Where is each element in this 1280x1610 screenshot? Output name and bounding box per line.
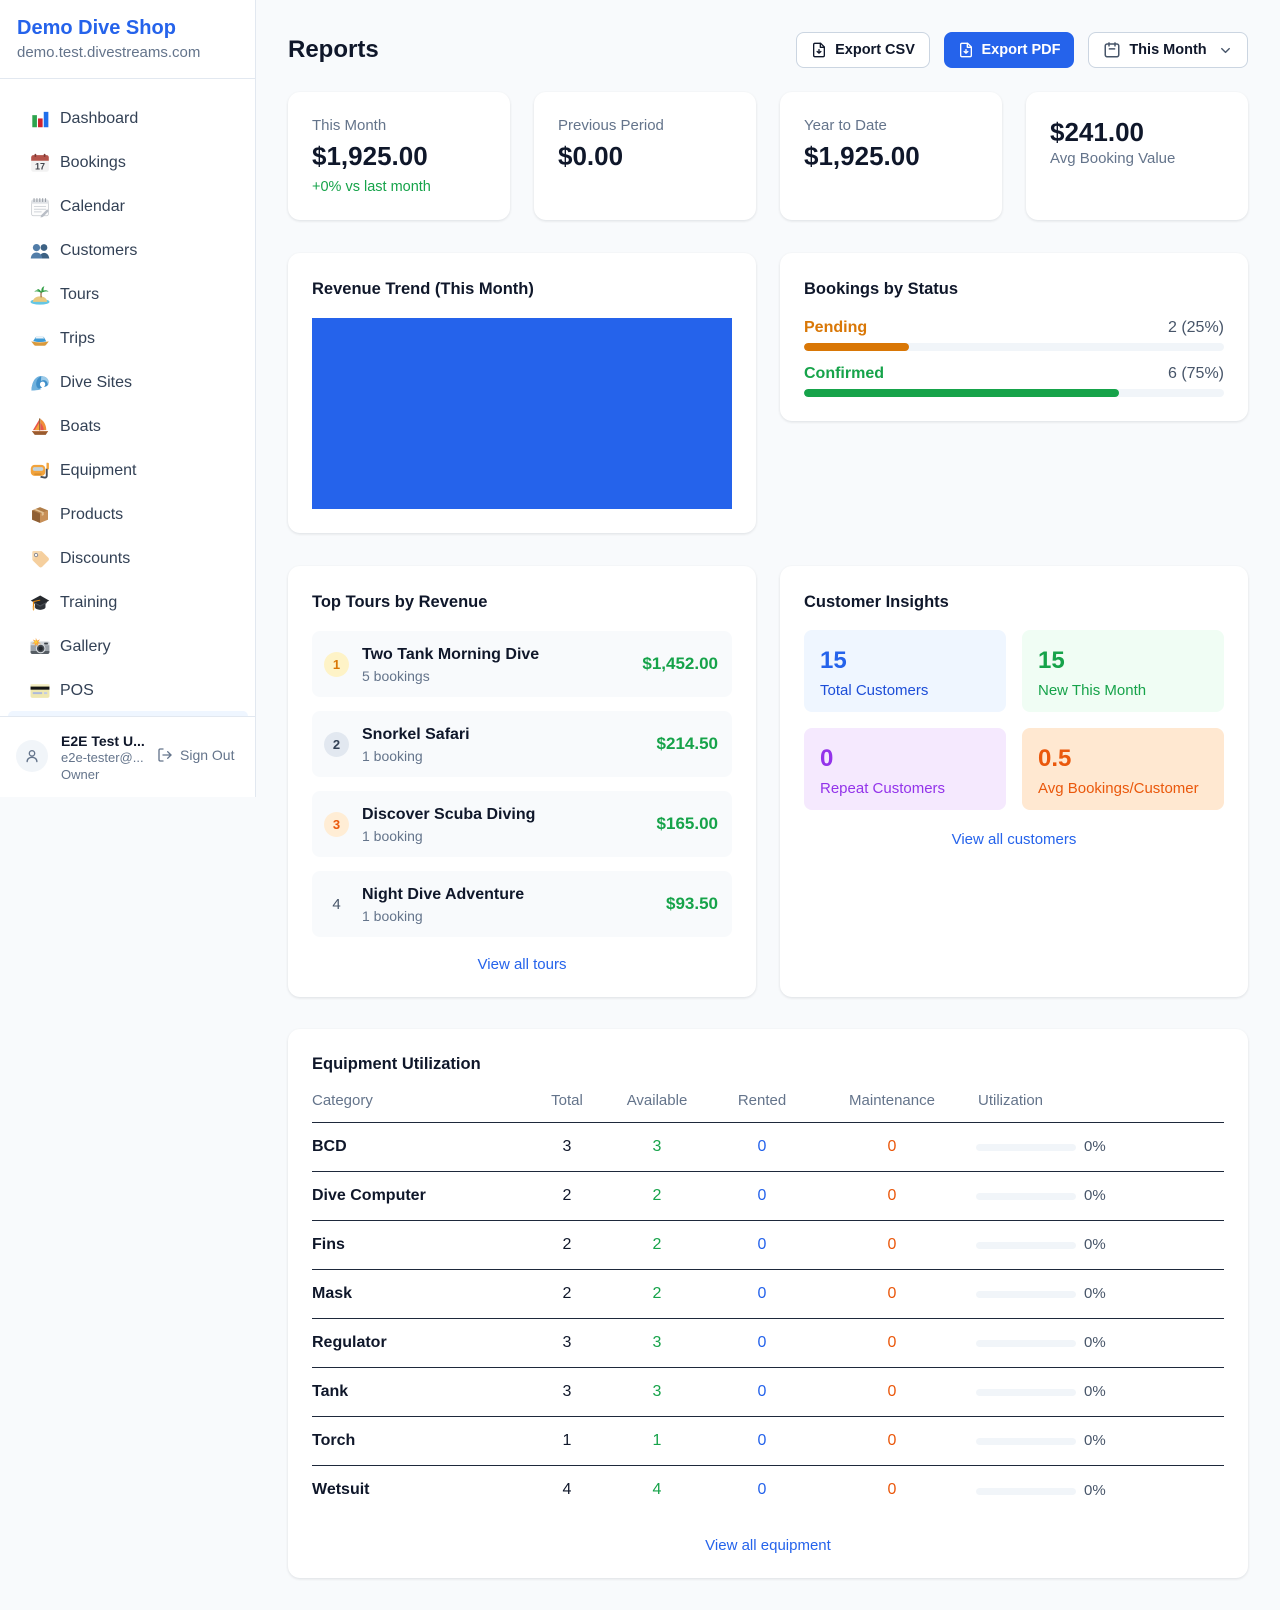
svg-text:17: 17 bbox=[35, 162, 45, 172]
